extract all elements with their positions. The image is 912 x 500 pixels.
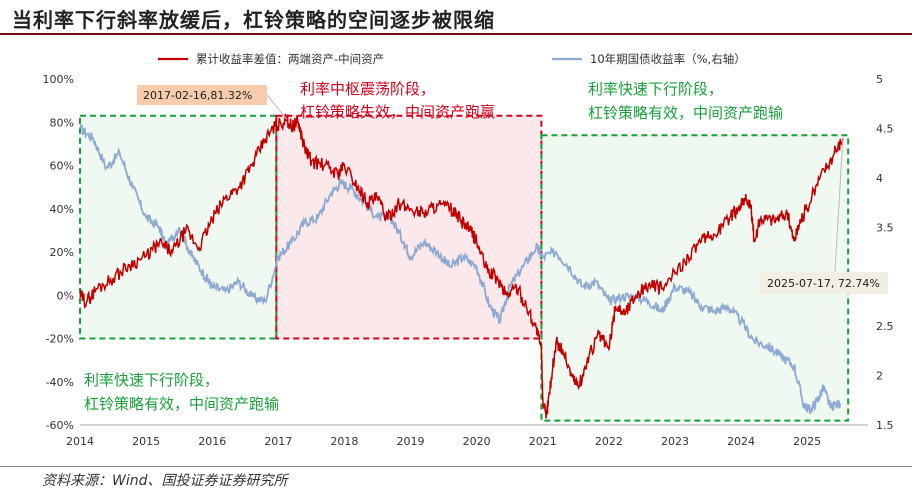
left-tick-label: 40%: [50, 203, 74, 216]
footer-rule: [0, 466, 912, 467]
annotation-green-right-line-2: 杠铃策略有效，中间资产跑输: [588, 104, 783, 122]
callout-2025-latest: 2025-07-17, 72.74%: [760, 272, 888, 294]
stage-region-1: [275, 114, 543, 340]
callout-leader-1: [834, 137, 844, 273]
right-tick-label: 4.5: [876, 122, 894, 135]
series-lines: [79, 94, 844, 419]
title-rule: [0, 33, 912, 35]
right-tick-label: 2: [876, 370, 883, 383]
annotation-falling-rates-right: 利率快速下行阶段， 杠铃策略有效，中间资产跑输: [588, 80, 783, 122]
x-tick-label: 2020: [463, 435, 491, 448]
left-tick-label: 20%: [50, 246, 74, 259]
legend-label-spread: 累计收益率差值：两端资产-中间资产: [196, 52, 384, 66]
right-tick-label: 2.5: [876, 320, 894, 333]
left-tick-label: 60%: [50, 160, 74, 173]
x-tick-label: 2019: [397, 435, 425, 448]
x-tick-label: 2016: [198, 435, 226, 448]
x-tick-label: 2022: [595, 435, 623, 448]
x-tick-label: 2021: [529, 435, 557, 448]
annotation-red-line-1: 利率中枢震荡阶段，: [300, 80, 435, 98]
legend-label-yield: 10年期国债收益率（%,右轴）: [590, 52, 746, 66]
annotation-green-left-line-2: 杠铃策略有效，中间资产跑输: [84, 395, 279, 413]
annotation-falling-rates-left: 利率快速下行阶段， 杠铃策略有效，中间资产跑输: [84, 371, 279, 413]
yield-line: [79, 124, 842, 415]
x-tick-label: 2023: [661, 435, 689, 448]
left-tick-label: -60%: [46, 419, 74, 432]
left-tick-label: -20%: [46, 333, 74, 346]
callout-leader-0: [266, 94, 288, 120]
stage-regions: [79, 114, 850, 422]
stage-region-0: [79, 114, 278, 340]
x-tick-label: 2018: [330, 435, 358, 448]
callout-2025-text: 2025-07-17, 72.74%: [767, 277, 880, 290]
left-tick-label: 100%: [43, 73, 74, 86]
right-tick-label: 3.5: [876, 221, 894, 234]
left-tick-label: 80%: [50, 116, 74, 129]
x-tick-label: 2024: [727, 435, 755, 448]
page-title: 当利率下行斜率放缓后，杠铃策略的空间逐步被限缩: [12, 8, 495, 32]
chart: 2014 2015 2016 2017 2018 2019 2020 2021 2022 2023…: [43, 52, 894, 448]
legend: 累计收益率差值：两端资产-中间资产 10年期国债收益率（%,右轴）: [158, 52, 746, 66]
source-note: 资料来源：Wind、国投证券证券研究所: [42, 473, 288, 489]
annotation-red-line-2: 杠铃策略失效，中间资产跑赢: [300, 103, 495, 121]
right-tick-label: 4: [876, 172, 883, 185]
x-tick-label: 2025: [793, 435, 821, 448]
x-tick-label: 2017: [264, 435, 292, 448]
callout-2017-text: 2017-02-16,81.32%: [143, 89, 252, 102]
callout-2017-peak: 2017-02-16,81.32%: [137, 85, 267, 105]
annotation-green-right-line-1: 利率快速下行阶段，: [588, 80, 723, 98]
callout-2017-box: [137, 85, 267, 105]
x-tick-label: 2014: [66, 435, 94, 448]
x-tick-label: 2015: [132, 435, 160, 448]
left-tick-label: 0%: [57, 289, 74, 302]
left-tick-label: -40%: [46, 376, 74, 389]
axes: 2014 2015 2016 2017 2018 2019 2020 2021 2022 2023…: [43, 73, 894, 448]
annotation-range-bound: 利率中枢震荡阶段， 杠铃策略失效，中间资产跑赢: [300, 80, 495, 121]
right-tick-label: 5: [876, 73, 883, 86]
annotation-green-left-line-1: 利率快速下行阶段，: [84, 371, 219, 389]
right-tick-label: 1.5: [876, 419, 894, 432]
spread-line: [79, 113, 844, 419]
callout-2025-box: [760, 272, 888, 294]
